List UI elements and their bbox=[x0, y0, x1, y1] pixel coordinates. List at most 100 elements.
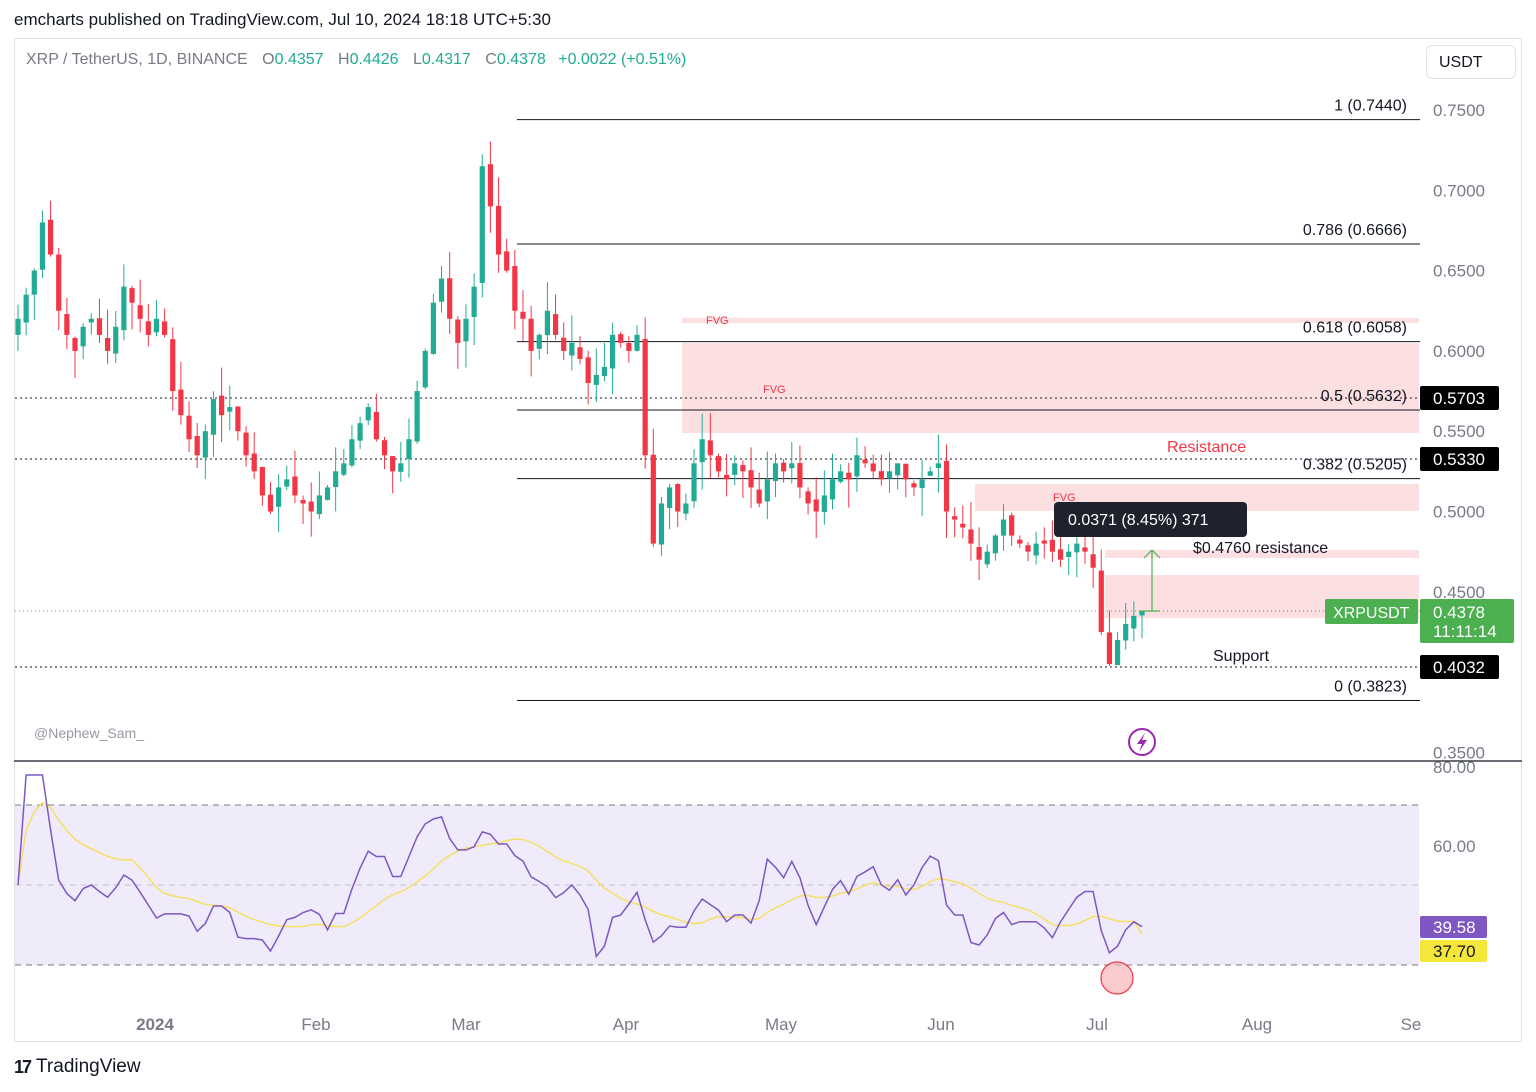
candle-body bbox=[593, 374, 599, 385]
fib-level-label: 0.786 (0.6666) bbox=[1303, 222, 1407, 239]
fvg-zone-upper bbox=[682, 343, 1419, 433]
candle-body bbox=[1123, 623, 1129, 641]
candle-body bbox=[854, 455, 860, 477]
lightning-icon[interactable] bbox=[1128, 728, 1156, 756]
candle-body bbox=[145, 321, 151, 335]
legend-change: +0.0022 (+0.51%) bbox=[558, 51, 687, 68]
candle-body bbox=[984, 551, 990, 565]
candle-body bbox=[675, 484, 681, 512]
measure-arrow bbox=[1140, 549, 1161, 612]
legend-close: 0.4378 bbox=[496, 51, 546, 68]
candle-body bbox=[219, 395, 225, 416]
candle-body bbox=[528, 318, 534, 351]
support-label: Support bbox=[1213, 648, 1270, 665]
candle-body bbox=[781, 462, 787, 472]
candle-body bbox=[789, 463, 795, 469]
candle-body bbox=[968, 529, 974, 544]
legend-high: 0.4426 bbox=[349, 51, 399, 68]
horizontal-levels bbox=[15, 397, 1420, 668]
fvg-zone-resistance bbox=[1105, 550, 1419, 558]
candle-body bbox=[952, 516, 958, 520]
candle-body bbox=[186, 415, 192, 440]
candle-body bbox=[276, 487, 282, 507]
candle-body bbox=[251, 453, 257, 472]
candle-body bbox=[1074, 543, 1080, 553]
candle-body bbox=[15, 318, 21, 335]
time-tick-label: Jul bbox=[1086, 1015, 1108, 1034]
candle-body bbox=[96, 318, 103, 335]
candle-body bbox=[715, 456, 722, 472]
candle-body bbox=[1041, 540, 1047, 544]
resistance-level-label: $0.4760 resistance bbox=[1193, 540, 1328, 557]
fibonacci-levels: 1 (0.7440) 0.786 (0.6666) 0.618 (0.6058) 0.… bbox=[517, 98, 1420, 702]
candle-body bbox=[1033, 543, 1039, 556]
candle-body bbox=[756, 489, 762, 504]
candle-body bbox=[707, 440, 713, 456]
candle-body bbox=[797, 463, 803, 488]
price-tag-text: 0.5330 bbox=[1433, 450, 1485, 469]
legend-symbol[interactable]: XRP / TetherUS, 1D, BINANCE bbox=[26, 51, 248, 68]
candle-body bbox=[577, 347, 583, 359]
price-tag-0-5330: 0.5330 bbox=[1420, 447, 1499, 471]
candle-body bbox=[129, 288, 135, 303]
candle-body bbox=[243, 432, 249, 456]
fib-level-label: 0.5 (0.5632) bbox=[1321, 388, 1407, 405]
candle-body bbox=[634, 334, 640, 351]
price-axis[interactable]: 0.7500 0.7000 0.6500 0.6000 0.5500 0.5000 0.45… bbox=[1433, 101, 1485, 762]
currency-button[interactable]: USDT bbox=[1426, 45, 1516, 79]
fib-level-label: 0.382 (0.5205) bbox=[1303, 457, 1407, 474]
candle-body bbox=[316, 495, 322, 515]
measure-tooltip-box bbox=[1054, 502, 1247, 537]
candle-body bbox=[748, 470, 754, 488]
candle-body bbox=[365, 407, 371, 421]
candle-body bbox=[1082, 547, 1088, 552]
chart-frame bbox=[14, 38, 1522, 1042]
candle-body bbox=[23, 294, 29, 323]
candle-body bbox=[943, 460, 950, 512]
candle-body bbox=[406, 439, 412, 460]
candle-body bbox=[732, 463, 738, 475]
rsi-ma-line bbox=[17, 801, 1143, 935]
chart-legend: XRP / TetherUS, 1D, BINANCE O0.4357 H0.4… bbox=[26, 51, 686, 69]
last-price-countdown: 11:11:14 bbox=[1433, 622, 1497, 641]
price-tick-label: 0.5000 bbox=[1433, 503, 1485, 522]
last-price-symbol: XRPUSDT bbox=[1333, 605, 1410, 622]
candle-body bbox=[821, 495, 827, 512]
candle-body bbox=[1131, 615, 1137, 629]
candle-body bbox=[1000, 519, 1007, 536]
candle-body bbox=[1098, 570, 1104, 632]
candle-body bbox=[210, 399, 217, 435]
rsi-oversold-marker bbox=[1100, 961, 1134, 995]
measure-tooltip-text: 0.0371 (8.45%) 371 bbox=[1068, 512, 1209, 529]
candle-body bbox=[430, 302, 436, 354]
candles bbox=[15, 141, 1145, 666]
candle-body bbox=[292, 476, 298, 496]
footer-brand: 17 TradingView bbox=[14, 1056, 141, 1078]
legend-low-label: L bbox=[412, 51, 422, 68]
candle-body bbox=[618, 334, 624, 343]
candle-body bbox=[585, 357, 591, 384]
candle-body bbox=[544, 310, 551, 336]
candle-body bbox=[878, 471, 884, 480]
candle-body bbox=[772, 463, 779, 481]
resistance-label: Resistance bbox=[1167, 439, 1246, 456]
legend-close-label: C bbox=[485, 51, 497, 68]
candle-body bbox=[601, 366, 608, 376]
measure-tooltip[interactable]: 0.0371 (8.45%) 371 bbox=[1054, 502, 1247, 537]
candle-body bbox=[504, 251, 510, 271]
candle-body bbox=[284, 479, 290, 487]
candle-body bbox=[202, 431, 208, 458]
time-axis[interactable]: 2024 Feb Mar Apr May Jun Jul Aug Se bbox=[136, 1015, 1421, 1034]
candle-body bbox=[324, 487, 331, 500]
candle-body bbox=[536, 334, 542, 349]
candle-body bbox=[414, 391, 420, 442]
candle-body bbox=[390, 456, 396, 472]
candle-body bbox=[642, 339, 648, 456]
price-tick-label: 0.3500 bbox=[1433, 743, 1485, 762]
candle-body bbox=[561, 337, 567, 351]
rsi-tick-60: 60.00 bbox=[1433, 837, 1476, 856]
candle-body bbox=[520, 311, 526, 319]
candle-body bbox=[862, 459, 868, 464]
rsi-ma-value: 37.70 bbox=[1433, 942, 1476, 961]
